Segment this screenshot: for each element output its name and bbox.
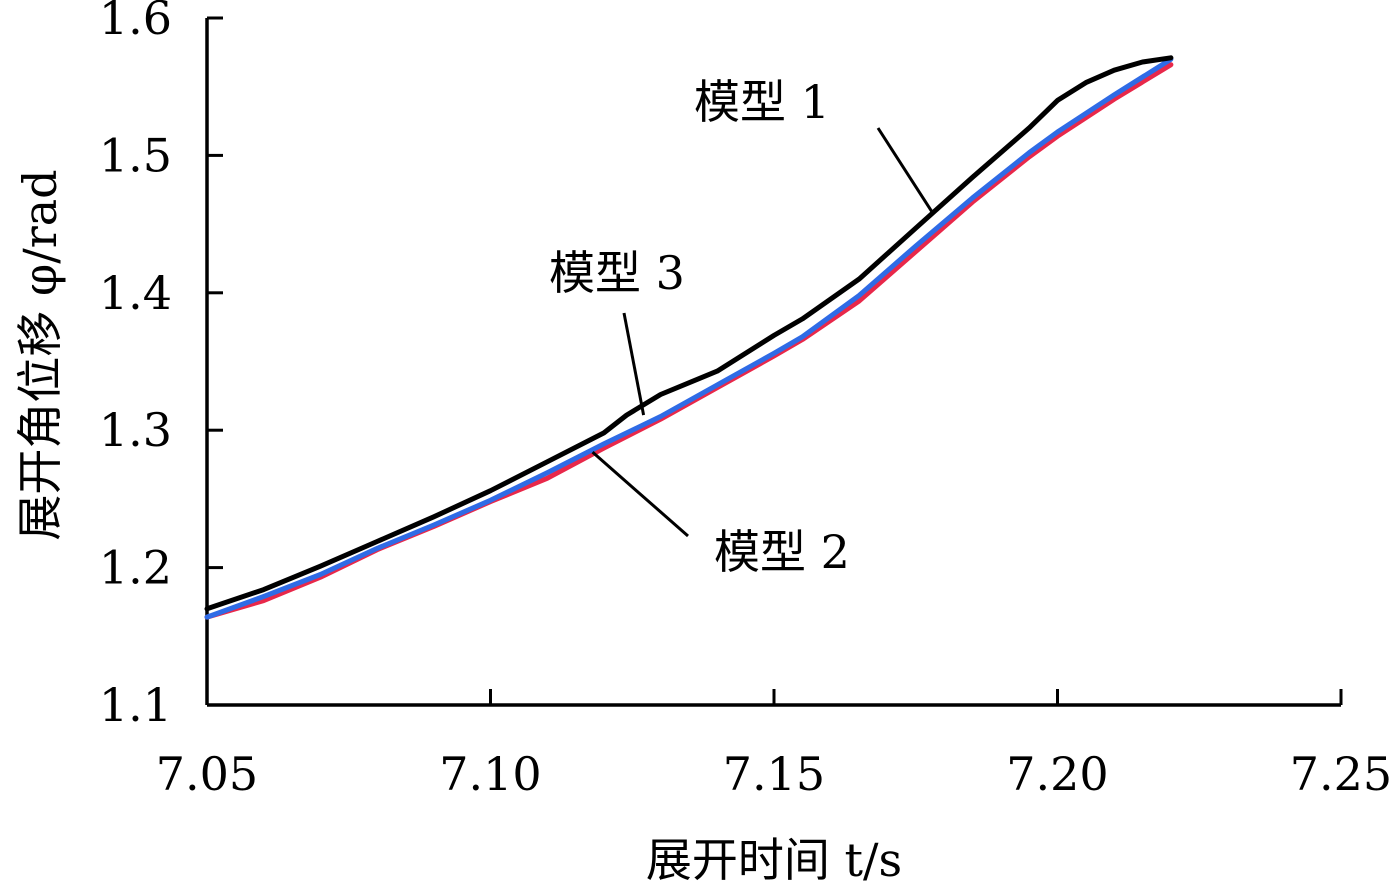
y-tick-label: 1.6 [99,0,172,45]
x-axis-title: 展开时间 t/s [646,833,902,887]
annotation-label: 模型 1 [694,75,830,129]
series-line-1 [204,55,1174,612]
series-lines [204,55,1174,620]
x-tick-label: 7.25 [1290,747,1392,801]
annotation-leader [622,312,646,416]
x-tick-label: 7.05 [156,747,258,801]
annotations: 模型 1 模型 3 模型 2 [549,75,935,579]
y-tick-label: 1.2 [99,541,172,595]
annotation-label: 模型 2 [714,525,850,579]
y-tick-label: 1.3 [99,403,172,457]
y-tick-label: 1.5 [99,128,172,182]
y-ticks: 1.1 1.2 1.3 1.4 1.5 1.6 [99,0,223,732]
plot-area: 7.05 7.10 7.15 7.20 7.25 1.11.21.31.41.51.6 … [99,0,1392,801]
series-line-3 [204,56,1174,620]
annotation-leader [591,451,689,538]
x-tick-label: 7.15 [723,747,825,801]
annotation-label: 模型 3 [549,246,685,300]
x-tick-label: 7.20 [1006,747,1108,801]
x-tick-label: 7.10 [439,747,541,801]
x-ticks: 7.05 7.10 7.15 7.20 7.25 [156,689,1392,801]
series-line-2 [204,62,1174,620]
y-axis-title: 展开角位移 φ/rad [13,169,67,540]
y-tick-label: 1.4 [99,266,172,320]
y-tick-label: 1.1 [99,678,172,732]
annotation-leader [876,127,935,214]
